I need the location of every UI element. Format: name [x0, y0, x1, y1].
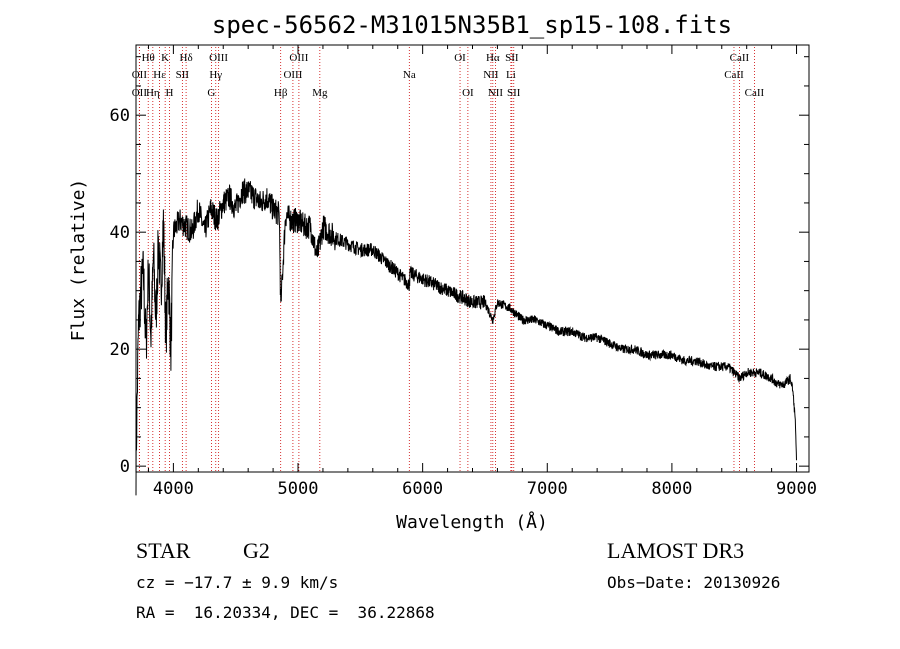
y-tick-label-1: 20 [110, 340, 130, 360]
line-label-1: OII [132, 69, 148, 81]
line-label-23: NII [488, 87, 504, 99]
redshift-info: cz = −17.7 ± 9.9 km/s [136, 573, 339, 592]
line-label-22: Li [506, 69, 516, 81]
spectral-line-markers [138, 47, 755, 472]
line-label-21: NII [483, 69, 499, 81]
x-tick-label-4: 8000 [651, 479, 692, 499]
survey-name: LAMOST DR3 [607, 538, 745, 563]
object-subclass: G2 [243, 538, 270, 563]
line-label-19: Hα [486, 52, 500, 64]
obs-date: Obs−Date: 20130926 [607, 573, 781, 592]
line-label-0: Hθ [142, 52, 155, 64]
spectrum-line-0 [135, 178, 797, 496]
y-tick-label-0: 0 [120, 457, 130, 477]
x-axis-label: Wavelength (Å) [396, 511, 548, 533]
line-label-5: Hε [153, 69, 166, 81]
line-label-4: K [161, 52, 169, 64]
line-label-24: SII [507, 87, 521, 99]
line-label-26: CaII [724, 69, 744, 81]
y-tick-label-2: 40 [110, 223, 130, 243]
line-label-7: H [166, 87, 174, 99]
line-label-18: OI [462, 87, 474, 99]
x-tick-label-5: 9000 [776, 479, 817, 499]
line-label-12: Hβ [274, 87, 288, 99]
y-tick-label-3: 60 [110, 106, 130, 126]
line-label-11: G [207, 87, 215, 99]
spectrum-layer [135, 178, 797, 496]
chart-title: spec-56562-M31015N35B1_sp15-108.fits [212, 11, 732, 39]
axis-ticks: 4000 5000 6000 7000 8000 9000 0 20 40 60 [110, 45, 817, 499]
line-label-14: OIII [283, 69, 302, 81]
line-label-15: Mg [312, 87, 328, 99]
line-label-13: OIII [289, 52, 308, 64]
plot-frame [135, 44, 810, 473]
object-class: STAR [136, 538, 191, 563]
x-tick-label-2: 6000 [402, 479, 443, 499]
line-label-9: OIII [209, 52, 228, 64]
line-label-8: Hδ [180, 52, 193, 64]
line-label-2: OII [132, 87, 148, 99]
x-tick-label-0: 4000 [153, 479, 194, 499]
line-label-20: SII [505, 52, 519, 64]
y-axis-label: Flux (relative) [68, 179, 89, 342]
line-label-17: OI [454, 52, 466, 64]
x-tick-label-1: 5000 [278, 479, 319, 499]
line-label-16: Na [403, 69, 416, 81]
x-tick-label-3: 7000 [527, 479, 568, 499]
line-label-10: Hγ [209, 69, 222, 81]
line-label-6: SII [176, 69, 190, 81]
line-label-25: CaII [730, 52, 750, 64]
coordinates: RA = 16.20334, DEC = 36.22868 [136, 603, 435, 622]
line-label-27: CaII [745, 87, 765, 99]
line-label-3: Hη [146, 87, 160, 99]
